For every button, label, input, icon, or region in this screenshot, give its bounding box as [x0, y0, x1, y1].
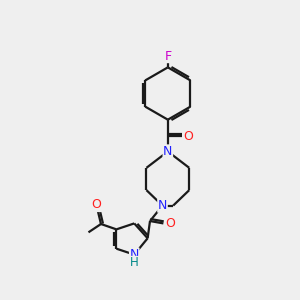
Text: O: O: [92, 199, 101, 212]
Text: N: N: [158, 199, 167, 212]
Text: F: F: [164, 50, 171, 63]
Text: O: O: [165, 217, 175, 230]
Text: O: O: [184, 130, 194, 142]
Text: N: N: [163, 145, 172, 158]
Text: N: N: [130, 248, 139, 261]
Text: H: H: [130, 256, 139, 269]
